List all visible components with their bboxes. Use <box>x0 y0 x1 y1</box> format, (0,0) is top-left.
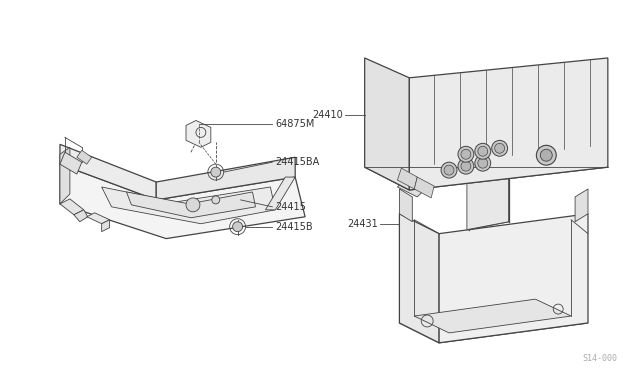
Polygon shape <box>407 157 431 187</box>
Polygon shape <box>156 157 295 200</box>
Text: 64875M: 64875M <box>275 119 315 129</box>
Circle shape <box>444 165 454 175</box>
Text: S14-000: S14-000 <box>583 354 618 363</box>
Circle shape <box>475 155 491 171</box>
Polygon shape <box>87 213 109 224</box>
Circle shape <box>441 162 457 178</box>
Circle shape <box>458 146 474 162</box>
Polygon shape <box>414 299 571 333</box>
Polygon shape <box>60 164 305 238</box>
Circle shape <box>233 222 243 232</box>
Circle shape <box>211 167 221 177</box>
Circle shape <box>186 198 200 212</box>
Polygon shape <box>397 168 417 189</box>
Polygon shape <box>127 192 255 218</box>
Circle shape <box>540 149 552 161</box>
Polygon shape <box>60 152 82 174</box>
Polygon shape <box>60 157 70 204</box>
Circle shape <box>536 145 556 165</box>
Polygon shape <box>399 303 588 343</box>
Circle shape <box>461 149 471 159</box>
Polygon shape <box>467 172 509 230</box>
Polygon shape <box>186 121 211 147</box>
Polygon shape <box>77 150 92 164</box>
Text: 24415B: 24415B <box>275 222 313 232</box>
Polygon shape <box>439 214 588 343</box>
Circle shape <box>495 143 504 153</box>
Polygon shape <box>414 177 434 198</box>
Polygon shape <box>399 189 412 222</box>
Polygon shape <box>102 187 275 224</box>
Polygon shape <box>74 210 88 222</box>
Circle shape <box>475 143 491 159</box>
Polygon shape <box>102 220 109 232</box>
Circle shape <box>458 158 474 174</box>
Text: 24410: 24410 <box>312 109 343 119</box>
Polygon shape <box>60 144 156 200</box>
Circle shape <box>492 140 508 156</box>
Circle shape <box>461 161 471 171</box>
Circle shape <box>478 146 488 156</box>
Text: 24415BA: 24415BA <box>275 157 319 167</box>
Polygon shape <box>266 177 295 210</box>
Text: 24415: 24415 <box>275 202 306 212</box>
Polygon shape <box>397 177 427 197</box>
Circle shape <box>478 158 488 168</box>
Polygon shape <box>399 214 439 343</box>
Polygon shape <box>365 58 410 190</box>
Polygon shape <box>60 199 84 215</box>
Polygon shape <box>365 144 608 190</box>
Polygon shape <box>575 189 588 222</box>
Polygon shape <box>410 58 608 190</box>
Text: 24431: 24431 <box>347 219 378 229</box>
Circle shape <box>212 196 220 204</box>
Polygon shape <box>60 147 70 164</box>
